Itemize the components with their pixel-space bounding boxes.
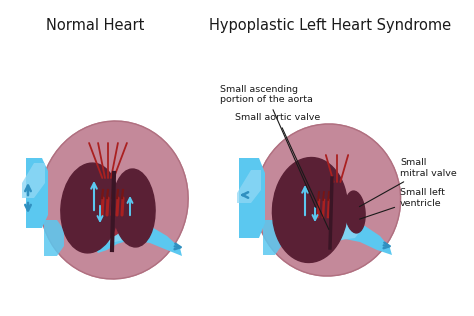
Polygon shape <box>263 220 282 255</box>
Text: Small left
ventricle: Small left ventricle <box>360 188 445 219</box>
Ellipse shape <box>93 215 121 237</box>
Ellipse shape <box>113 169 155 247</box>
Polygon shape <box>102 225 150 243</box>
Text: Small aortic valve: Small aortic valve <box>235 113 329 229</box>
Polygon shape <box>310 223 392 255</box>
Ellipse shape <box>345 191 365 233</box>
Text: Small
mitral valve: Small mitral valve <box>359 158 457 207</box>
Ellipse shape <box>255 124 401 276</box>
Ellipse shape <box>311 217 329 233</box>
Ellipse shape <box>61 163 119 253</box>
Ellipse shape <box>273 158 347 263</box>
Polygon shape <box>239 158 265 238</box>
Polygon shape <box>44 220 64 256</box>
Ellipse shape <box>40 121 188 279</box>
Polygon shape <box>320 224 363 243</box>
Text: Small ascending
portion of the aorta: Small ascending portion of the aorta <box>220 85 316 208</box>
Polygon shape <box>94 223 182 256</box>
Polygon shape <box>26 158 48 228</box>
Polygon shape <box>22 163 45 198</box>
Polygon shape <box>237 170 261 203</box>
Text: Normal Heart: Normal Heart <box>46 18 144 33</box>
Text: Hypoplastic Left Heart Syndrome: Hypoplastic Left Heart Syndrome <box>209 18 451 33</box>
